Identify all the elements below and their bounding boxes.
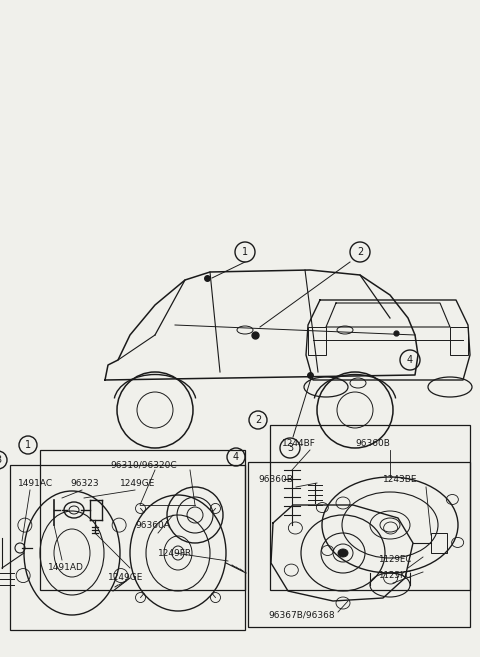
Text: 96323: 96323 — [70, 478, 98, 487]
Text: 1249FR: 1249FR — [158, 549, 192, 558]
Text: 1: 1 — [242, 247, 248, 257]
Text: 96367B/96368: 96367B/96368 — [268, 610, 335, 620]
Text: 4: 4 — [407, 355, 413, 365]
Bar — [450, 327, 468, 355]
Text: 1249GE: 1249GE — [108, 574, 144, 583]
Text: 1: 1 — [25, 440, 31, 450]
Bar — [40, 450, 245, 590]
Text: 2: 2 — [255, 415, 261, 425]
Ellipse shape — [338, 549, 348, 557]
Bar — [248, 462, 470, 627]
Text: 1129EC: 1129EC — [378, 556, 411, 564]
Text: 96360A: 96360A — [135, 522, 170, 530]
Bar — [431, 533, 447, 553]
Text: 1125KC: 1125KC — [378, 570, 411, 579]
Text: 1243BE: 1243BE — [383, 476, 418, 484]
Text: 3: 3 — [0, 455, 1, 465]
Text: 96360B: 96360B — [355, 438, 390, 447]
Text: 1491AD: 1491AD — [48, 564, 84, 572]
Text: 2: 2 — [357, 247, 363, 257]
Text: 1249GE: 1249GE — [120, 478, 156, 487]
Text: 1244BF: 1244BF — [282, 438, 316, 447]
Text: 4: 4 — [233, 452, 239, 462]
Text: 1491AC: 1491AC — [18, 478, 53, 487]
Text: 96360B: 96360B — [258, 476, 293, 484]
Bar — [308, 327, 326, 355]
Text: 96310/96320C: 96310/96320C — [110, 461, 177, 470]
Bar — [10, 465, 245, 630]
Text: 3: 3 — [287, 443, 293, 453]
Bar — [270, 425, 470, 590]
